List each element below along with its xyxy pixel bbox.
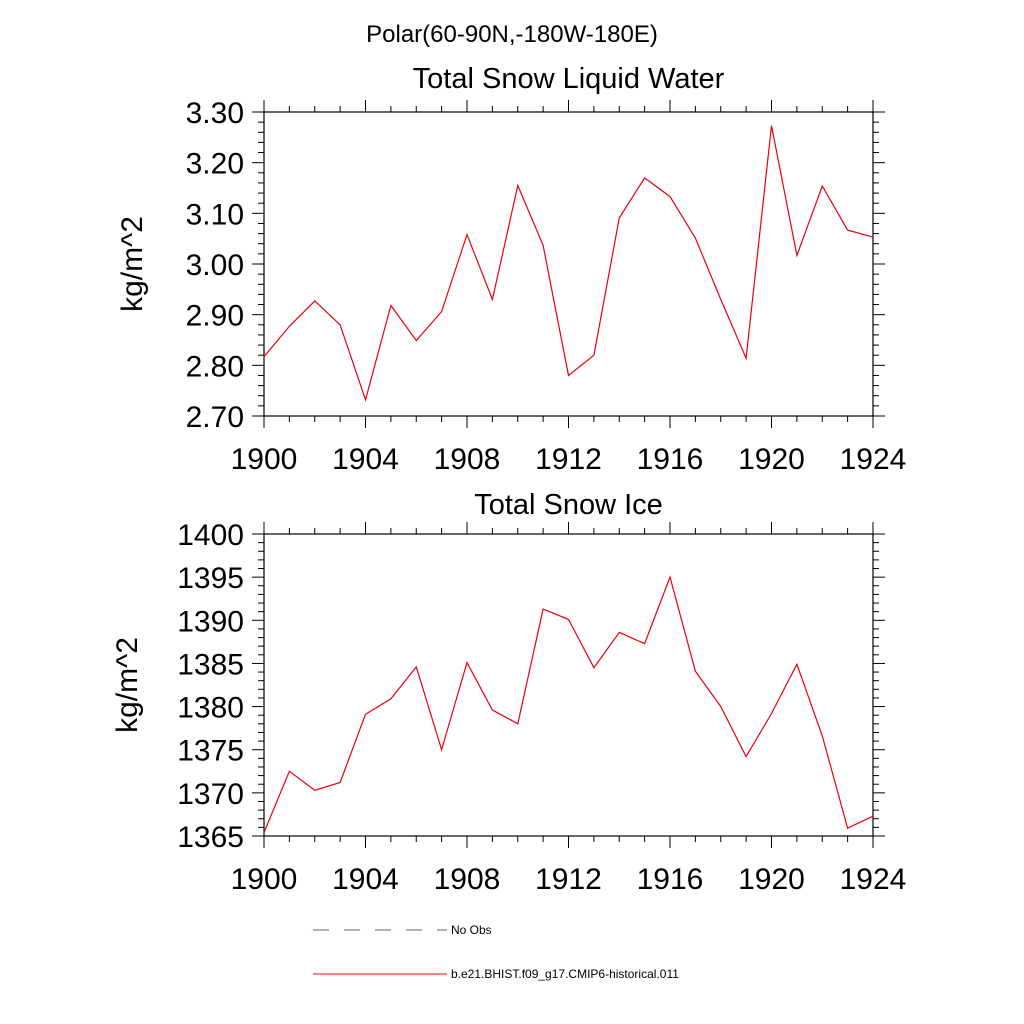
data-point [771,713,773,715]
data-point [771,125,773,127]
data-point [669,196,671,198]
x-tick-label: 1904 [332,863,399,896]
y-tick-label: 1380 [177,692,244,725]
y-tick-label: 3.10 [186,198,244,231]
data-point [263,832,265,834]
data-point [492,709,494,711]
x-tick-label: 1908 [434,443,501,476]
x-tick-label: 1904 [332,443,399,476]
data-point [568,375,570,377]
data-point [618,217,620,219]
data-point [593,354,595,356]
data-point [365,399,367,401]
y-tick-label: 2.70 [186,401,244,434]
data-point [669,576,671,578]
data-point [821,735,823,737]
data-point [339,324,341,326]
x-tick-label: 1924 [840,863,907,896]
data-point [289,326,291,328]
chart-title: Total Snow Ice [474,489,663,521]
x-tick-label: 1920 [738,443,805,476]
x-tick-label: 1916 [637,863,704,896]
data-point [644,177,646,179]
data-point [847,827,849,829]
data-point [415,340,417,342]
data-point [517,723,519,725]
legend-label-no-obs: No Obs [451,923,492,937]
series-line [263,575,874,833]
data-point [466,234,468,236]
x-tick-label: 1900 [231,863,298,896]
figure-suptitle: Polar(60-90N,-180W-180E) [366,21,658,48]
data-point [542,244,544,246]
data-point [339,782,341,784]
chart-title: Total Snow Liquid Water [413,63,725,95]
data-point [466,662,468,664]
data-point [441,311,443,313]
data-point [796,255,798,257]
data-point [644,643,646,645]
legend: No Obs b.e21.BHIST.f09_g17.CMIP6-histori… [313,923,679,981]
y-axis-label: kg/m^2 [116,216,149,312]
data-point [390,698,392,700]
data-point [517,185,519,187]
x-tick-label: 1920 [738,863,805,896]
series-line [263,125,874,402]
x-tick-label: 1908 [434,863,501,896]
y-axis-label: kg/m^2 [111,637,144,733]
x-tick-label: 1912 [535,863,602,896]
y-tick-label: 2.90 [186,300,244,333]
data-point [390,305,392,307]
x-tick-label: 1912 [535,443,602,476]
y-tick-label: 1370 [177,778,244,811]
chart-panel-snow-ice: Total Snow Ice kg/m^2 1900 1904 1908 1912 1916… [111,489,906,896]
data-point [314,300,316,302]
data-point [289,770,291,772]
data-point [415,666,417,668]
chart-panel-liquid-water: Total Snow Liquid Water kg/m^2 1900 1904 190… [116,63,906,476]
data-point [872,236,874,238]
data-point [618,632,620,634]
plot-frame [263,533,874,837]
data-point [593,667,595,669]
data-point [365,714,367,716]
data-point [872,815,874,817]
y-tick-label: 3.30 [186,97,244,130]
y-tick-label: 1365 [177,821,244,854]
data-point [745,756,747,758]
data-point [745,357,747,359]
data-point [847,229,849,231]
y-tick-label: 1390 [177,605,244,638]
data-point [695,237,697,239]
x-tick-label: 1900 [231,443,298,476]
y-tick-label: 1375 [177,735,244,768]
y-tick-label: 1400 [177,519,244,552]
data-point [441,749,443,751]
data-point [542,608,544,610]
y-tick-label: 3.20 [186,148,244,181]
y-tick-label: 1395 [177,562,244,595]
y-tick-label: 1385 [177,648,244,681]
data-point [263,356,265,358]
data-point [796,663,798,665]
data-point [568,619,570,621]
legend-label-model: b.e21.BHIST.f09_g17.CMIP6-historical.011 [451,967,679,981]
data-point [492,299,494,301]
data-point [695,670,697,672]
y-tick-label: 2.80 [186,350,244,383]
data-point [314,789,316,791]
data-point [720,299,722,301]
data-point [720,706,722,708]
data-point [821,185,823,187]
x-tick-label: 1924 [840,443,907,476]
y-tick-label: 3.00 [186,249,244,282]
x-tick-label: 1916 [637,443,704,476]
